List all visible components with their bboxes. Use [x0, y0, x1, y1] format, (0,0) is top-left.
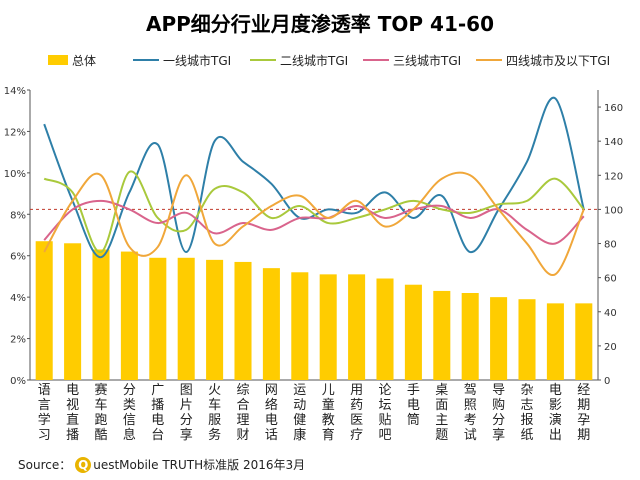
- bar-14: [404, 284, 422, 380]
- legend-item-tier1: 一线城市TGI: [133, 50, 231, 70]
- legend-label-overall: 总体: [72, 53, 97, 68]
- legend-swatch-overall: [48, 55, 68, 65]
- bar-19: [546, 303, 564, 380]
- bar-12: [348, 274, 366, 380]
- bar-13: [376, 278, 394, 380]
- legend-swatch-tier2: [250, 59, 276, 61]
- right-axis-tick-label: 0: [604, 376, 610, 387]
- series-line-tier3: [43, 199, 585, 245]
- category-label-3: 赛车跑酷: [94, 382, 107, 443]
- right-axis-tick-label: 140: [604, 137, 623, 148]
- category-label-13: 论坛贴吧: [378, 383, 391, 443]
- left-axis-tick-label: 4%: [10, 293, 26, 304]
- legend: 总体 一线城市TGI 二线城市TGI 三线城市TGI 四线城市及以下TGI: [28, 50, 628, 70]
- category-label-8: 综合理财: [236, 383, 249, 443]
- bar-3: [92, 249, 110, 380]
- bar-15: [433, 290, 451, 380]
- bar-18: [518, 299, 536, 380]
- legend-swatch-tier1: [133, 59, 159, 61]
- legend-item-overall: 总体: [48, 50, 96, 70]
- category-label-1: 语言学习: [38, 383, 51, 443]
- bar-4: [120, 251, 138, 380]
- category-label-20: 经期孕期: [577, 383, 590, 443]
- series-line-tier2: [43, 170, 585, 254]
- bar-2: [64, 243, 82, 380]
- bar-5: [149, 257, 167, 380]
- legend-swatch-tier3: [363, 59, 389, 61]
- legend-label-tier4: 四线城市及以下TGI: [506, 53, 611, 68]
- category-label-9: 网络电话: [265, 383, 278, 443]
- category-label-10: 运动健康: [293, 383, 306, 443]
- legend-item-tier2: 二线城市TGI: [250, 50, 348, 70]
- left-axis-tick-label: 0%: [10, 376, 26, 387]
- category-label-2: 电视直播: [66, 383, 79, 443]
- bar-16: [461, 293, 479, 380]
- bar-7: [206, 259, 224, 380]
- category-label-14: 手电筒: [407, 383, 420, 428]
- bar-1: [35, 241, 53, 380]
- legend-label-tier2: 二线城市TGI: [280, 53, 349, 68]
- category-label-19: 电影演出: [549, 383, 562, 443]
- legend-item-tier3: 三线城市TGI: [363, 50, 461, 70]
- bar-6: [177, 257, 195, 380]
- right-axis-tick-label: 100: [604, 205, 623, 216]
- category-label-6: 图片分享: [180, 383, 193, 443]
- legend-label-tier1: 一线城市TGI: [163, 53, 232, 68]
- left-axis-tick-label: 12%: [4, 127, 26, 138]
- category-label-18: 杂志报纸: [520, 383, 533, 443]
- chart-title: APP细分行业月度渗透率 TOP 41-60: [146, 12, 494, 36]
- bar-20: [575, 303, 593, 380]
- questmobile-logo-icon: Q: [75, 456, 92, 473]
- category-label-16: 驾照考试: [464, 383, 477, 443]
- source-prefix: Source：: [18, 458, 72, 472]
- category-label-11: 儿童教育: [322, 383, 335, 443]
- right-axis-tick-label: 80: [604, 240, 617, 251]
- legend-item-tier4: 四线城市及以下TGI: [476, 50, 610, 70]
- left-axis-tick-label: 10%: [4, 169, 26, 180]
- category-label-4: 分类信息: [123, 383, 136, 443]
- bar-11: [319, 274, 337, 380]
- right-axis-tick-label: 160: [604, 103, 623, 114]
- right-axis-tick-label: 60: [604, 274, 617, 285]
- right-axis-tick-label: 20: [604, 342, 617, 353]
- category-label-7: 火车服务: [208, 383, 221, 443]
- legend-label-tier3: 三线城市TGI: [393, 53, 462, 68]
- bar-8: [234, 261, 252, 380]
- right-axis-tick-label: 40: [604, 308, 617, 319]
- bar-9: [262, 268, 280, 380]
- category-label-5: 广播电台: [151, 383, 164, 443]
- bar-10: [291, 272, 309, 380]
- category-label-17: 导购分享: [492, 383, 505, 443]
- category-label-15: 桌面主题: [435, 383, 448, 443]
- legend-swatch-tier4: [476, 59, 502, 61]
- series-line-tier4: [43, 171, 585, 276]
- left-axis-tick-label: 2%: [10, 335, 26, 346]
- source-text: uestMobile TRUTH标准版 2016年3月: [93, 458, 306, 472]
- source-note: Source： Q uestMobile TRUTH标准版 2016年3月: [18, 456, 305, 473]
- bar-17: [490, 297, 508, 380]
- left-axis-tick-label: 6%: [10, 252, 26, 263]
- left-axis-tick-label: 14%: [4, 86, 26, 97]
- right-axis-tick-label: 120: [604, 171, 623, 182]
- left-axis-tick-label: 8%: [10, 210, 26, 221]
- category-label-12: 用药医疗: [350, 383, 363, 443]
